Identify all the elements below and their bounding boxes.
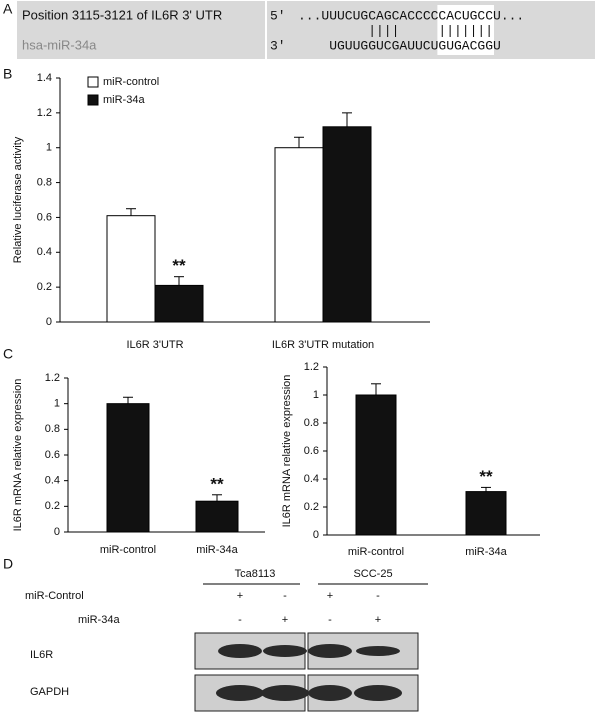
y-tick-label: 0.6 (45, 449, 60, 461)
lane-sign: + (282, 614, 288, 626)
y-tick-label: 1.4 (37, 72, 52, 84)
y-tick-label: 1 (46, 142, 52, 154)
mirna-seq: UGUUGGUCGAUUCUGUGACGGU (329, 38, 501, 53)
y-tick-label: 0 (313, 529, 319, 541)
bar (106, 403, 150, 533)
y-tick-label: 0.4 (45, 475, 60, 487)
target-end: 5' (270, 8, 286, 23)
legend-label: miR-control (103, 76, 159, 88)
panel-a-box (17, 1, 595, 59)
legend-swatch (87, 94, 99, 106)
pairing: |||| ||||||| (368, 23, 493, 38)
x-tick-label: miR-34a (196, 544, 238, 556)
lane-sign: - (328, 614, 332, 626)
panel-label: A (3, 1, 13, 17)
y-tick-label: 0.8 (304, 417, 319, 429)
lane-sign: - (376, 590, 380, 602)
y-tick-label: 0.8 (37, 176, 52, 188)
band (216, 685, 264, 701)
x-tick-label: miR-control (100, 544, 156, 556)
bar (274, 147, 324, 323)
y-tick-label: 1.2 (304, 361, 319, 373)
x-tick-label: IL6R 3'UTR (126, 339, 183, 351)
mirna-end: 3' (270, 38, 286, 53)
lane-sign: + (327, 590, 333, 602)
panel-label: C (3, 346, 13, 362)
mirna-label: hsa-miR-34a (22, 37, 97, 52)
cell-line: Tca8113 (235, 568, 276, 580)
target-label: Position 3115-3121 of IL6R 3' UTR (22, 7, 222, 22)
y-axis-label: IL6R mRNA relative expression (12, 379, 24, 532)
legend-label: miR-34a (103, 94, 145, 106)
y-tick-label: 0 (54, 526, 60, 538)
protein-label: IL6R (30, 649, 53, 661)
panel-label: B (3, 66, 12, 82)
band (261, 685, 309, 701)
bar (154, 284, 204, 323)
y-tick-label: 0.6 (304, 445, 319, 457)
y-axis-label: IL6R mRNA relative expression (281, 375, 293, 528)
y-tick-label: 1 (313, 389, 319, 401)
significance: ** (172, 256, 186, 275)
y-tick-label: 0.4 (37, 246, 52, 258)
cell-line: SCC-25 (353, 568, 392, 580)
y-tick-label: 1.2 (45, 372, 60, 384)
band (263, 645, 307, 657)
lane-sign: + (375, 614, 381, 626)
y-tick-label: 1 (54, 398, 60, 410)
legend-swatch (87, 76, 99, 88)
band (308, 644, 352, 658)
lane-sign: + (237, 590, 243, 602)
band (356, 646, 400, 656)
condition-label: miR-34a (78, 614, 120, 626)
bar (465, 491, 507, 536)
x-tick-label: IL6R 3'UTR mutation (272, 339, 374, 351)
y-tick-label: 0 (46, 316, 52, 328)
bar (355, 394, 397, 536)
band (218, 644, 262, 658)
y-tick-label: 0.2 (45, 500, 60, 512)
band (308, 685, 352, 701)
protein-label: GAPDH (30, 686, 69, 698)
target-seq: ...UUUCUGCAGCACCCCCACUGCCU... (298, 8, 524, 23)
significance: ** (479, 467, 493, 486)
y-tick-label: 0.6 (37, 211, 52, 223)
bar (322, 126, 372, 323)
y-tick-label: 0.2 (304, 501, 319, 513)
y-tick-label: 0.2 (37, 281, 52, 293)
bar (106, 215, 156, 323)
y-tick-label: 0.4 (304, 473, 319, 485)
bar (195, 500, 239, 533)
x-tick-label: miR-control (348, 546, 404, 558)
band (354, 685, 402, 701)
y-tick-label: 1.2 (37, 107, 52, 119)
significance: ** (210, 474, 224, 493)
condition-label: miR-Control (25, 590, 84, 602)
seed-box (437, 5, 494, 55)
panel-label: D (3, 556, 13, 572)
y-axis-label: Relative luciferase activity (12, 136, 24, 263)
x-tick-label: miR-34a (465, 546, 507, 558)
y-tick-label: 0.8 (45, 423, 60, 435)
lane-sign: - (283, 590, 287, 602)
lane-sign: - (238, 614, 242, 626)
